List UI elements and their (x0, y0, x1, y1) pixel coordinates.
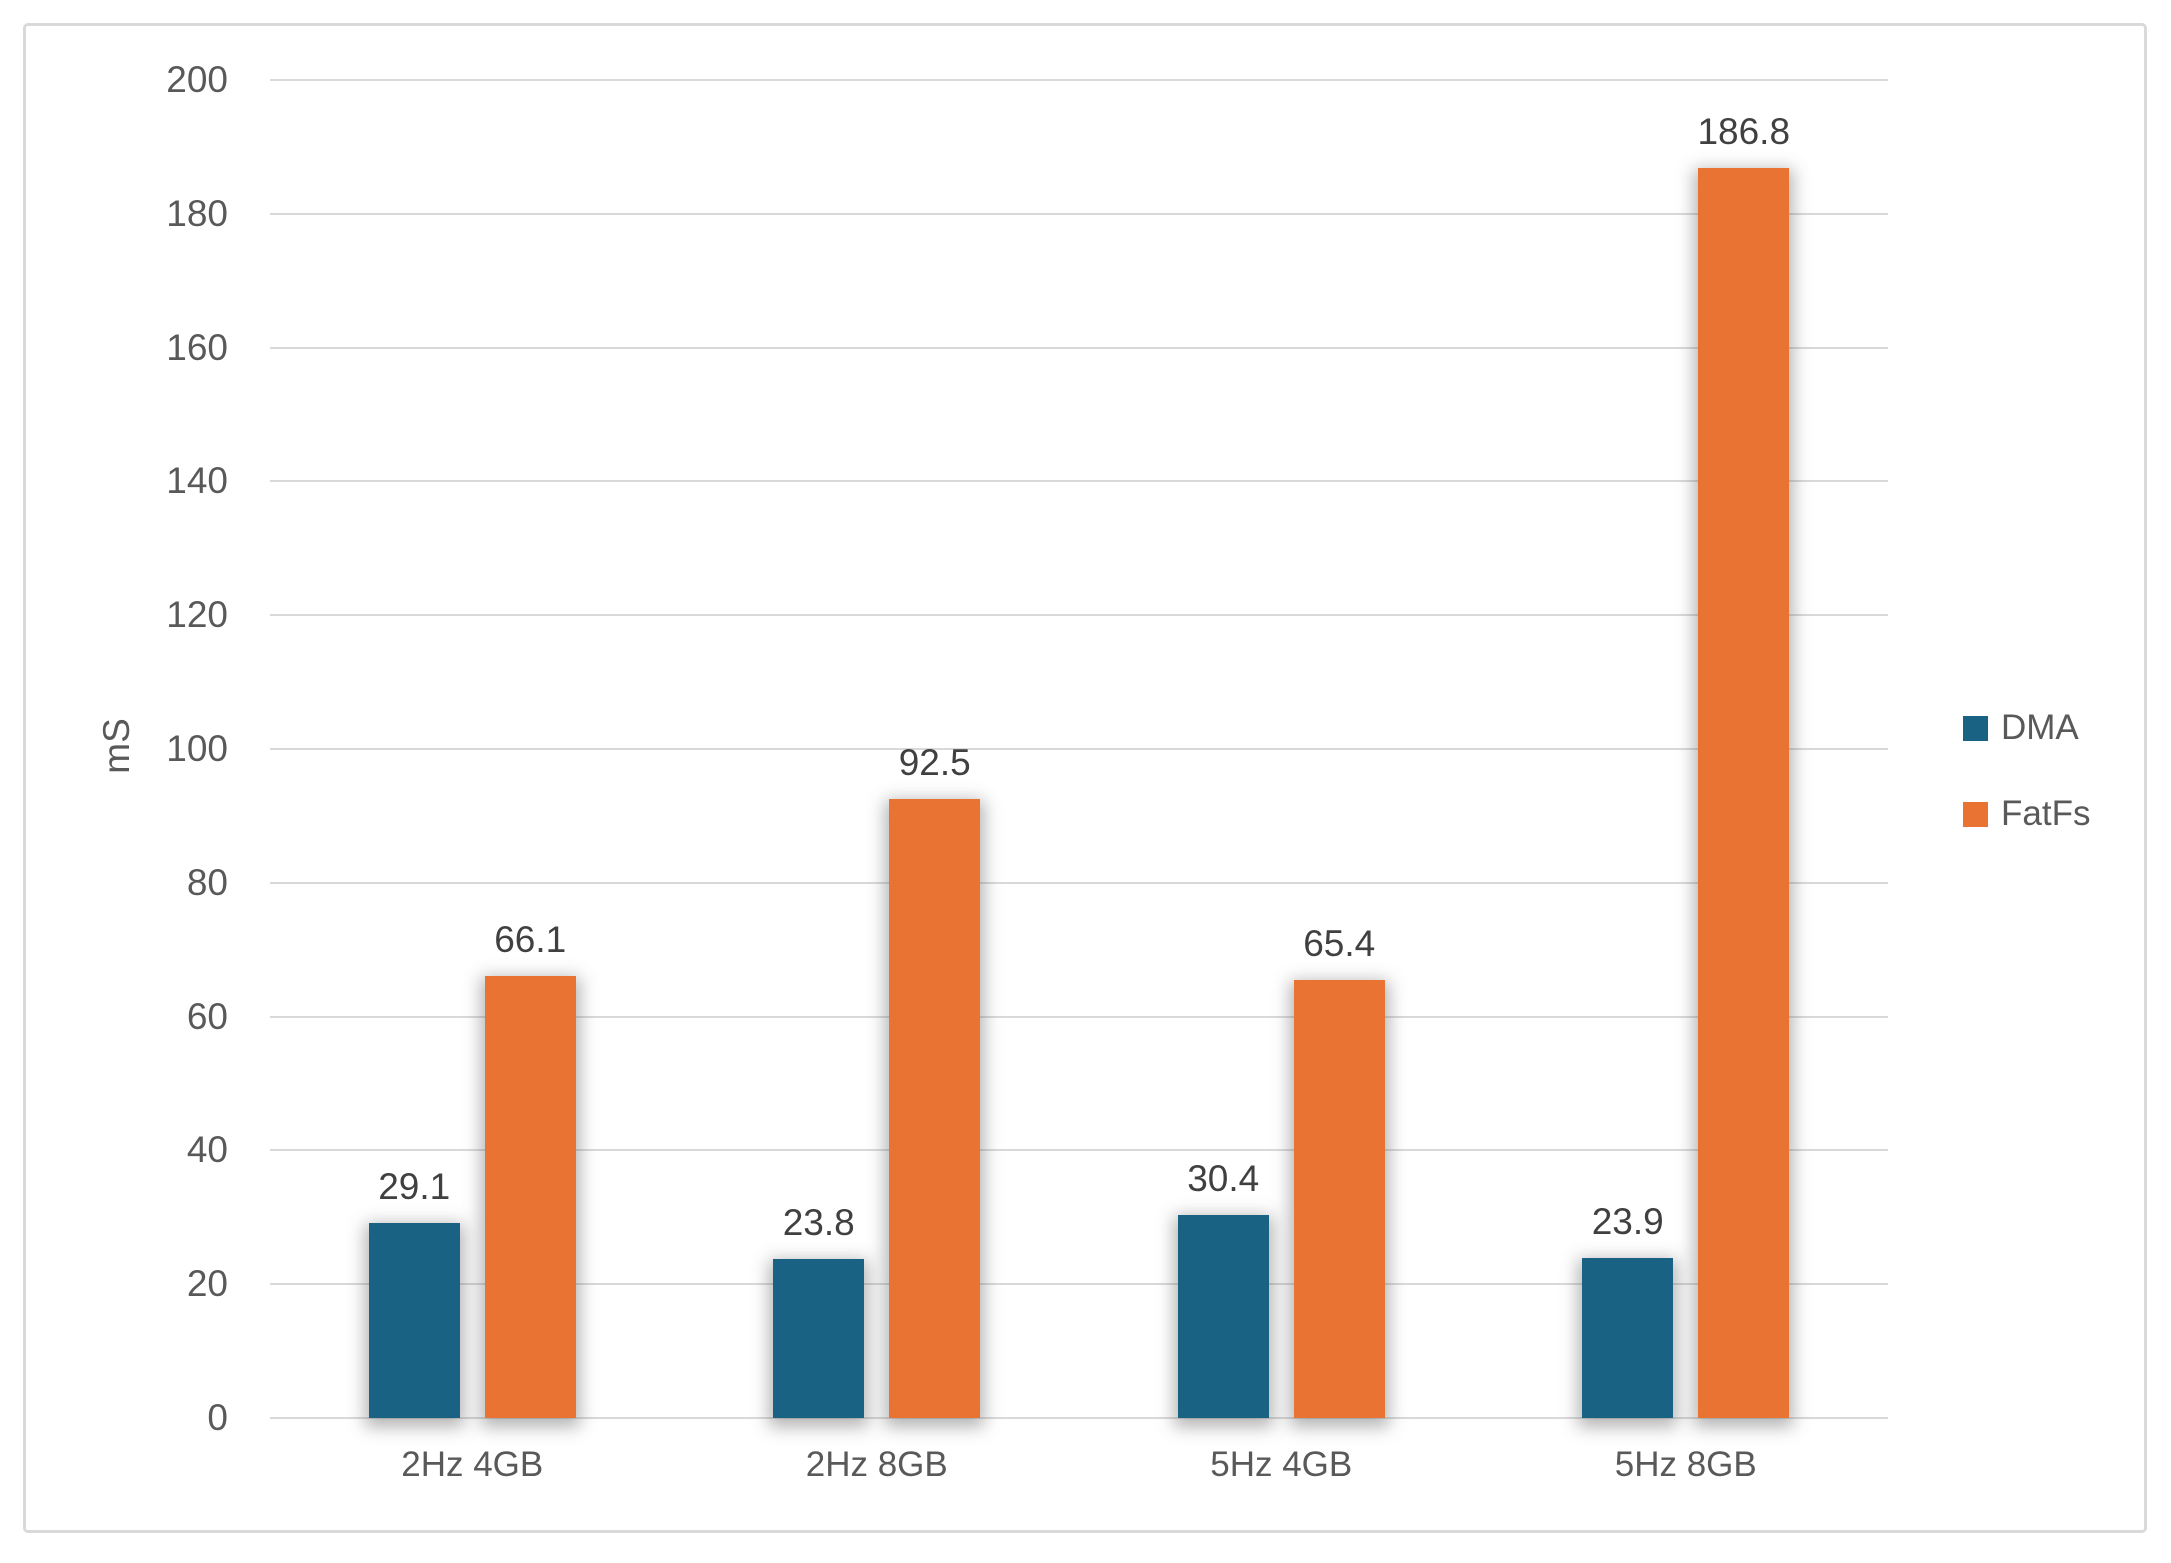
y-tick-label: 100 (166, 728, 228, 769)
gridline (270, 1149, 1888, 1152)
y-axis: 0 20 40 60 80 100 120 140 160 180 200 (80, 59, 228, 1438)
y-tick-label: 60 (186, 995, 228, 1037)
y-tick-label: 200 (166, 59, 228, 100)
legend-item-dma: DMA (1963, 710, 2090, 746)
gridline (270, 1283, 1888, 1286)
bar-fatfs-5hz-8gb (1698, 168, 1790, 1418)
value-label-fatfs-2hz-4gb: 66.1 (494, 918, 567, 960)
y-tick-label: 120 (166, 594, 228, 636)
bar-fatfs-2hz-8gb (889, 799, 981, 1418)
value-label-fatfs-5hz-8gb: 186.8 (1697, 111, 1791, 153)
value-label-dma-2hz-8gb: 23.8 (782, 1201, 855, 1243)
value-label-fatfs-2hz-8gb: 92.5 (898, 742, 971, 784)
category-label-5hz-8gb: 5Hz 8GB (1614, 1445, 1757, 1484)
x-axis: 2Hz 4GB 2Hz 8GB 5Hz 4GB 5Hz 8GB (270, 1443, 1888, 1503)
bar-dma-2hz-4gb (368, 1223, 460, 1418)
y-tick-label: 20 (186, 1263, 228, 1305)
gridline (270, 346, 1888, 349)
y-tick-label: 140 (166, 460, 228, 502)
gridline (270, 212, 1888, 215)
y-tick-label: 160 (166, 326, 228, 368)
legend-swatch-dma-icon (1963, 715, 1988, 741)
legend-swatch-fatfs-icon (1963, 801, 1988, 827)
bar-dma-2hz-8gb (773, 1258, 865, 1418)
gridline (270, 1417, 1888, 1419)
y-tick-label: 40 (186, 1129, 228, 1171)
legend-label-dma: DMA (2001, 708, 2079, 747)
category-label-2hz-8gb: 2Hz 8GB (805, 1445, 948, 1484)
y-tick-label: 0 (207, 1397, 228, 1438)
bar-dma-5hz-4gb (1177, 1214, 1269, 1418)
y-tick-label: 180 (166, 192, 228, 234)
value-label-fatfs-5hz-4gb: 65.4 (1303, 923, 1376, 965)
legend-item-fatfs: FatFs (1963, 796, 2090, 832)
bar-fatfs-2hz-4gb (484, 975, 576, 1418)
value-label-dma-2hz-4gb: 29.1 (378, 1166, 451, 1208)
value-label-dma-5hz-8gb: 23.9 (1591, 1201, 1664, 1243)
gridline (270, 79, 1888, 81)
value-label-dma-5hz-4gb: 30.4 (1187, 1157, 1260, 1199)
category-label-5hz-4gb: 5Hz 4GB (1210, 1445, 1353, 1484)
legend-label-fatfs: FatFs (2001, 794, 2091, 833)
legend: DMA FatFs (1963, 710, 2090, 832)
y-tick-label: 80 (186, 861, 228, 903)
gridline (270, 614, 1888, 617)
gridline (270, 748, 1888, 750)
bar-fatfs-5hz-4gb (1293, 980, 1385, 1418)
gridline (270, 480, 1888, 483)
category-label-2hz-4gb: 2Hz 4GB (401, 1445, 544, 1484)
gridline (270, 881, 1888, 884)
plot-area: 29.1 66.1 23.8 92.5 30.4 65.4 23.9 186.8 (270, 79, 1888, 1419)
bar-dma-5hz-8gb (1582, 1258, 1674, 1418)
gridline (270, 1015, 1888, 1018)
